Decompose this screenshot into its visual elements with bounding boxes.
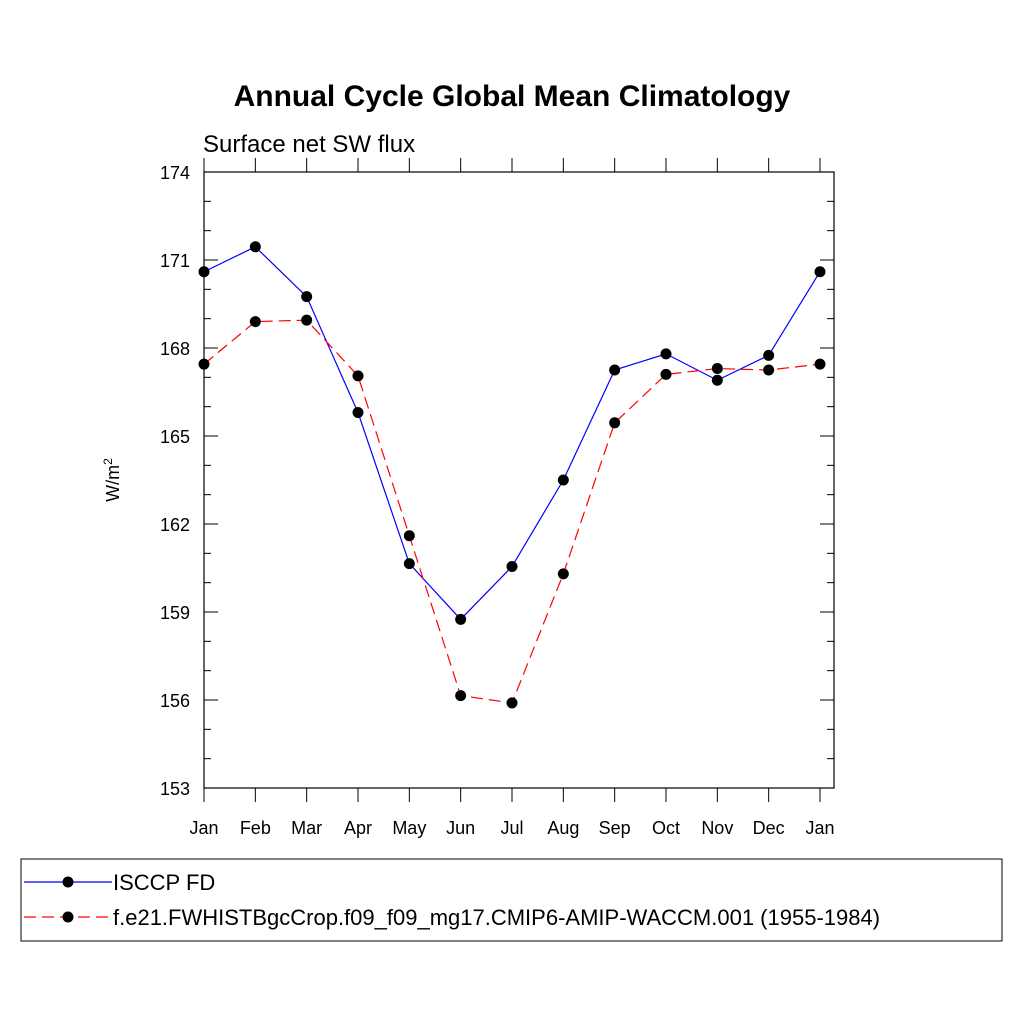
plot-border: [203, 171, 835, 789]
x-tick-label: Dec: [753, 818, 785, 838]
series-marker: [814, 358, 826, 370]
series-marker: [506, 697, 518, 709]
series-marker: [711, 374, 723, 386]
series-marker: [455, 690, 467, 702]
y-tick-label: 162: [160, 515, 190, 535]
y-axis-title-unit: W/m: [103, 465, 123, 502]
x-tick-label: Oct: [652, 818, 680, 838]
series-marker: [660, 348, 672, 360]
series-marker: [301, 314, 313, 326]
legend-marker: [62, 911, 74, 923]
series-marker: [609, 417, 621, 429]
y-tick-label: 165: [160, 427, 190, 447]
x-tick-label: Jun: [446, 818, 475, 838]
series-marker: [763, 349, 775, 361]
series-marker: [814, 266, 826, 278]
x-tick-label: Mar: [291, 818, 322, 838]
y-tick-label: 174: [160, 163, 190, 183]
series-marker: [198, 358, 210, 370]
y-tick-label: 156: [160, 691, 190, 711]
y-tick-label: 159: [160, 603, 190, 623]
y-axis-title-exponent: 2: [101, 458, 115, 465]
series-marker: [660, 368, 672, 380]
series-marker: [403, 530, 415, 542]
x-tick-label: Aug: [547, 818, 579, 838]
x-tick-label: Jan: [805, 818, 834, 838]
series-marker: [249, 316, 261, 328]
series-marker: [403, 558, 415, 570]
series-group: [198, 241, 826, 709]
y-axis-title: W/m2: [101, 458, 123, 502]
x-tick-label: Nov: [701, 818, 733, 838]
chart-title: Annual Cycle Global Mean Climatology: [234, 80, 791, 113]
legend-box: [20, 858, 1003, 942]
legend-label: ISCCP FD: [113, 870, 215, 895]
series-marker: [455, 613, 467, 625]
legend-marker: [62, 876, 74, 888]
plot-frame: [203, 171, 835, 789]
series-marker: [352, 370, 364, 382]
y-tick-label: 153: [160, 779, 190, 799]
legend-label: f.e21.FWHISTBgcCrop.f09_f09_mg17.CMIP6-A…: [113, 905, 880, 930]
x-tick-label: Feb: [240, 818, 271, 838]
series-line: [203, 319, 821, 704]
series-marker: [198, 266, 210, 278]
y-axis: 153 156 159 162 165 168 171 174: [160, 163, 834, 799]
series-marker: [557, 568, 569, 580]
series-marker: [301, 291, 313, 303]
x-tick-label: Apr: [344, 818, 372, 838]
legend: ISCCP FD f.e21.FWHISTBgcCrop.f09_f09_mg17…: [20, 858, 1003, 942]
y-tick-label: 171: [160, 251, 190, 271]
series-marker: [249, 241, 261, 253]
series-marker: [711, 363, 723, 375]
x-tick-label: Jul: [500, 818, 523, 838]
series-marker: [763, 364, 775, 376]
x-axis: Jan Feb Mar Apr May Jun Jul Aug Sep Oct Nov Dec Jan: [189, 158, 835, 838]
series-marker: [609, 364, 621, 376]
chart-subtitle: Surface net SW flux: [203, 131, 415, 158]
x-tick-label: May: [392, 818, 426, 838]
x-tick-label: Sep: [599, 818, 631, 838]
x-tick-label: Jan: [189, 818, 218, 838]
series-1: [198, 241, 826, 625]
series-marker: [352, 407, 364, 419]
series-marker: [557, 474, 569, 486]
y-tick-label: 168: [160, 339, 190, 359]
series-marker: [506, 561, 518, 573]
series-2: [198, 314, 826, 709]
